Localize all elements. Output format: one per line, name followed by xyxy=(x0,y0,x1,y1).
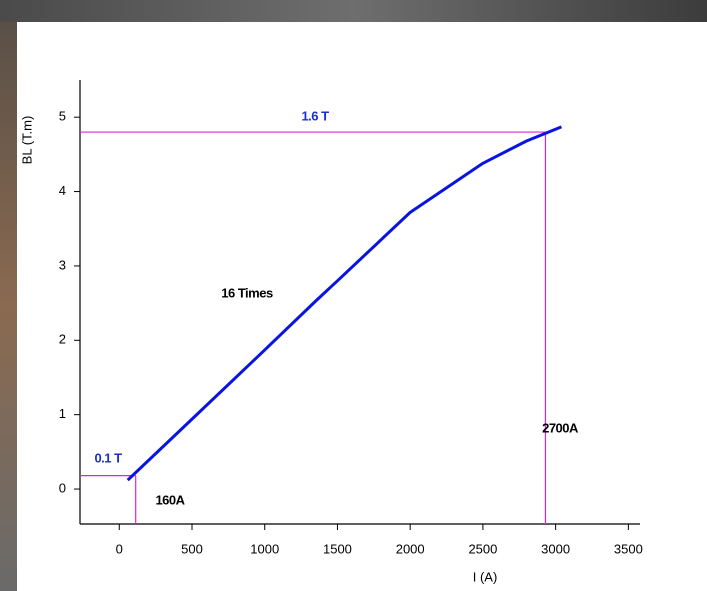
x-tick-label: 2000 xyxy=(396,541,425,556)
x-tick-label: 0 xyxy=(116,541,123,556)
x-tick-label: 500 xyxy=(181,541,203,556)
y-tick-label: 0 xyxy=(59,480,66,495)
x-tick-label: 3000 xyxy=(541,541,570,556)
x-tick-label: 1000 xyxy=(250,541,279,556)
y-tick-label: 5 xyxy=(59,109,66,124)
annotation: 1.6 T xyxy=(301,108,329,123)
data-line xyxy=(126,125,563,482)
x-axis-label: I (A) xyxy=(473,569,498,584)
photo-strip-left xyxy=(0,22,17,591)
annotation: 2700A xyxy=(542,420,579,435)
annotation: 16 Times xyxy=(221,285,273,300)
y-tick-label: 2 xyxy=(59,332,66,347)
x-tick-label: 1500 xyxy=(323,541,352,556)
annotation: 160A xyxy=(155,492,185,507)
y-tick-label: 4 xyxy=(59,183,66,198)
y-axis-label: BL (T.m) xyxy=(19,116,34,165)
x-tick-label: 2500 xyxy=(468,541,497,556)
y-tick-label: 1 xyxy=(59,406,66,421)
photo-strip-top xyxy=(0,0,707,22)
y-tick-label: 3 xyxy=(59,257,66,272)
annotation: 0.1 T xyxy=(94,450,122,465)
x-tick-label: 3500 xyxy=(614,541,643,556)
